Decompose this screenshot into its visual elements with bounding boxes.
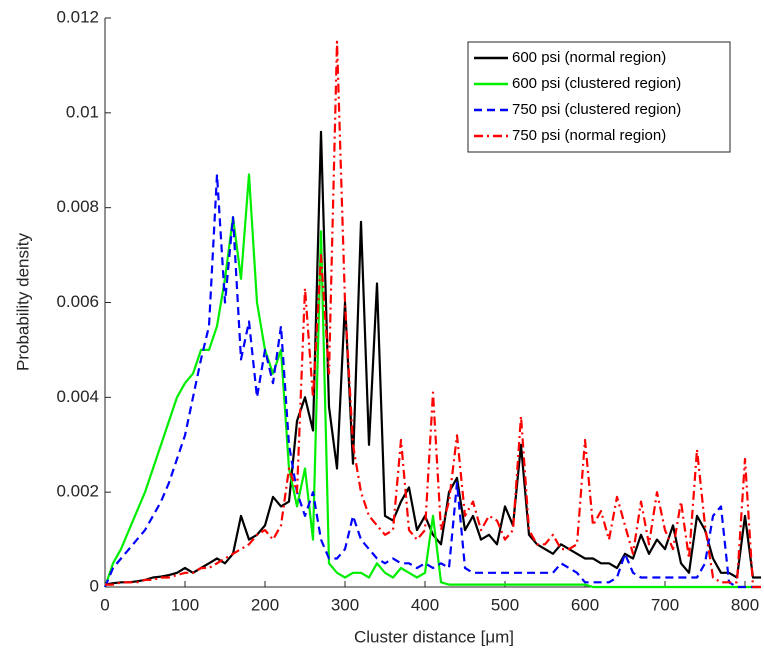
x-tick-label: 100 (171, 595, 199, 614)
legend-label: 750 psi (clustered region) (512, 101, 681, 118)
x-tick-label: 500 (491, 595, 519, 614)
legend-label: 600 psi (normal region) (512, 49, 666, 66)
x-axis-label: Cluster distance [μm] (354, 627, 514, 646)
x-tick-label: 700 (651, 595, 679, 614)
y-tick-label: 0.012 (56, 7, 99, 26)
x-tick-label: 400 (411, 595, 439, 614)
y-tick-label: 0.002 (56, 482, 99, 501)
y-tick-label: 0 (90, 576, 99, 595)
y-tick-label: 0.008 (56, 197, 99, 216)
x-tick-label: 600 (571, 595, 599, 614)
y-tick-label: 0.004 (56, 387, 99, 406)
x-tick-label: 800 (731, 595, 759, 614)
series-line (103, 173, 761, 589)
series-line (103, 173, 761, 589)
series-line (105, 40, 761, 589)
x-tick-label: 0 (100, 595, 109, 614)
x-tick-label: 200 (251, 595, 279, 614)
legend-box (467, 41, 731, 153)
legend-label: 750 psi (normal region) (512, 127, 666, 144)
y-tick-label: 0.01 (66, 102, 99, 121)
legend-label: 600 psi (clustered region) (512, 75, 681, 92)
series-line (104, 130, 761, 586)
y-tick-label: 0.006 (56, 292, 99, 311)
x-tick-label: 300 (331, 595, 359, 614)
y-axis-label: Probability density (13, 233, 32, 371)
